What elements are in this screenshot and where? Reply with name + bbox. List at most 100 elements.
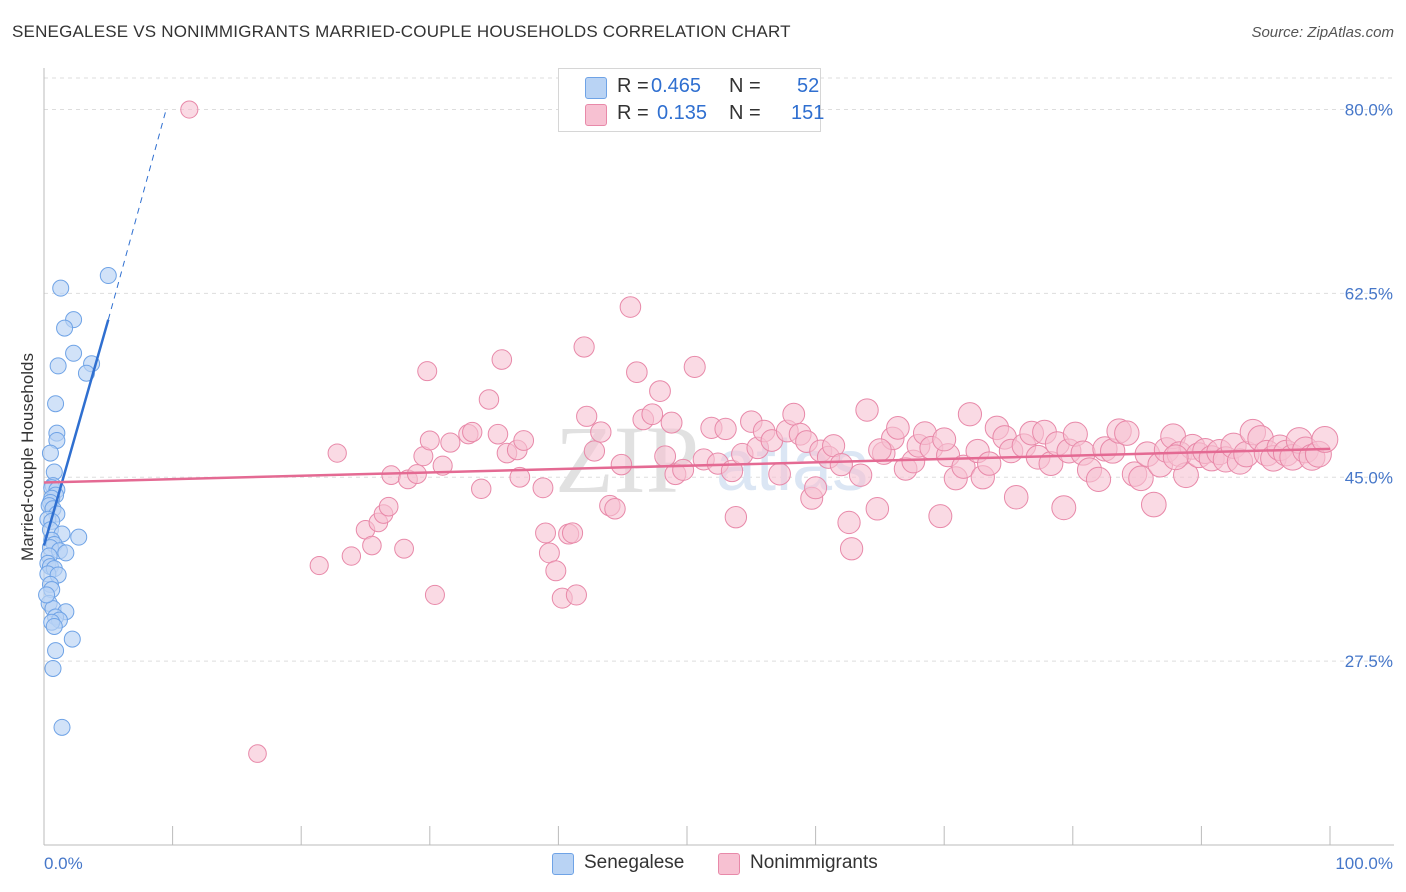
nonimmigrants-point: [424, 584, 445, 605]
senegalese-r-value: 0.465: [651, 75, 702, 97]
chart-title: SENEGALESE VS NONIMMIGRANTS MARRIED-COUP…: [12, 22, 791, 41]
grid-layer: [44, 77, 1394, 662]
nonimmigrants-point: [977, 451, 1002, 476]
x-tick-label-1: 100.0%: [1335, 854, 1393, 873]
nonimmigrants-point: [837, 510, 861, 535]
nonimmigrants-point: [419, 430, 440, 451]
nonimmigrants-point: [868, 438, 892, 462]
nonimmigrants-r-value: 0.135: [657, 102, 708, 124]
nonimmigrants-point: [309, 555, 329, 576]
senegalese-point: [38, 586, 56, 604]
nonimmigrants-point: [362, 535, 382, 556]
nonimmigrants-point: [248, 744, 267, 763]
nonimmigrants-point: [1311, 425, 1339, 453]
nonimmigrants-point: [491, 349, 513, 370]
y-tick-label-1: 45.0%: [1345, 468, 1393, 487]
senegalese-point: [57, 544, 75, 562]
nonimmigrants-point: [1003, 484, 1029, 510]
nonimmigrants-point: [538, 542, 560, 564]
senegalese-trend-line: [42, 319, 110, 546]
senegalese-legend-swatch: [552, 853, 574, 875]
nonimmigrants-legend-label: Nonimmigrants: [750, 852, 878, 873]
senegalese-point: [41, 444, 59, 462]
correlation-legend: R = 0.465 N = 52 R = 0.135 N = 151: [558, 68, 825, 132]
senegalese-point: [99, 267, 117, 285]
senegalese-point: [49, 357, 67, 375]
nonimmigrants-point: [660, 411, 683, 434]
nonimmigrants-point: [855, 398, 879, 422]
nonimmigrants-n-value: 151: [791, 102, 825, 124]
nonimmigrants-point: [417, 361, 438, 382]
nonimmigrants-trend-line: [43, 447, 1331, 484]
nonimmigrants-point: [565, 584, 587, 606]
nonimmigrants-point: [610, 453, 633, 476]
nonimmigrants-point: [672, 458, 695, 481]
senegalese-point: [47, 642, 65, 660]
nonimmigrants-point: [604, 498, 626, 520]
nonimmigrants-point: [478, 389, 500, 410]
x-tick-labels: 0.0% 100.0%: [44, 854, 1393, 873]
nonimmigrants-point: [532, 477, 554, 499]
senegalese-n-value: 52: [797, 75, 820, 97]
nonimmigrants-point: [782, 402, 806, 426]
x-tick-label-0: 0.0%: [44, 854, 83, 873]
nonimmigrants-point: [573, 336, 595, 358]
nonimmigrants-point: [471, 478, 492, 500]
nonimmigrants-point: [829, 453, 853, 477]
nonimmigrants-point: [561, 522, 584, 544]
nonimmigrants-swatch: [585, 104, 607, 126]
nonimmigrants-point: [535, 522, 556, 544]
nonimmigrants-point: [432, 455, 453, 476]
senegalese-point: [65, 344, 83, 362]
nonimmigrants-point: [683, 355, 706, 378]
senegalese-point: [56, 319, 74, 337]
nonimmigrants-point: [768, 462, 791, 486]
nonimmigrants-point: [462, 421, 483, 443]
r-label: R =: [617, 102, 649, 124]
nonimmigrants-point: [804, 476, 828, 500]
senegalese-swatch: [585, 77, 607, 99]
senegalese-point: [52, 279, 70, 297]
senegalese-point: [63, 630, 81, 648]
nonimmigrants-point: [576, 405, 598, 427]
nonimmigrants-point: [951, 454, 976, 479]
nonimmigrants-point: [1141, 491, 1167, 518]
nonimmigrants-point: [619, 296, 642, 318]
nonimmigrants-point: [513, 430, 535, 451]
nonimmigrants-point: [590, 421, 612, 443]
senegalese-points: [38, 267, 117, 736]
senegalese-point: [70, 528, 88, 546]
y-tick-label-2: 62.5%: [1345, 284, 1393, 303]
nonimmigrants-point: [180, 100, 199, 119]
senegalese-legend-label: Senegalese: [584, 852, 685, 873]
nonimmigrants-point: [1162, 444, 1189, 471]
trend-lines: [42, 109, 1331, 546]
nonimmigrants-point: [440, 432, 461, 453]
nonimmigrants-point: [649, 380, 671, 402]
senegalese-trend-extension: [107, 109, 167, 320]
nonimmigrants-point: [626, 361, 648, 383]
nonimmigrants-point: [654, 445, 677, 468]
nonimmigrants-point: [1085, 466, 1112, 492]
nonimmigrants-point: [583, 440, 606, 462]
nonimmigrants-point: [839, 537, 864, 561]
senegalese-point: [45, 617, 63, 635]
nonimmigrants-point: [848, 463, 873, 487]
n-label: N =: [729, 102, 761, 124]
nonimmigrants-point: [724, 505, 748, 529]
senegalese-point: [77, 364, 95, 382]
r-label: R =: [617, 75, 649, 97]
nonimmigrants-point: [1114, 420, 1140, 446]
nonimmigrants-point: [865, 497, 890, 521]
nonimmigrants-point: [341, 546, 362, 566]
nonimmigrants-point: [509, 466, 531, 488]
source-label[interactable]: Source: ZipAtlas.com: [1251, 24, 1394, 41]
y-tick-label-0: 27.5%: [1345, 652, 1393, 671]
nonimmigrants-point: [545, 560, 567, 582]
nonimmigrants-point: [381, 465, 402, 486]
y-tick-label-3: 80.0%: [1345, 101, 1393, 120]
senegalese-point: [47, 395, 65, 413]
nonimmigrants-point: [932, 427, 957, 452]
nonimmigrants-point: [1051, 495, 1077, 521]
